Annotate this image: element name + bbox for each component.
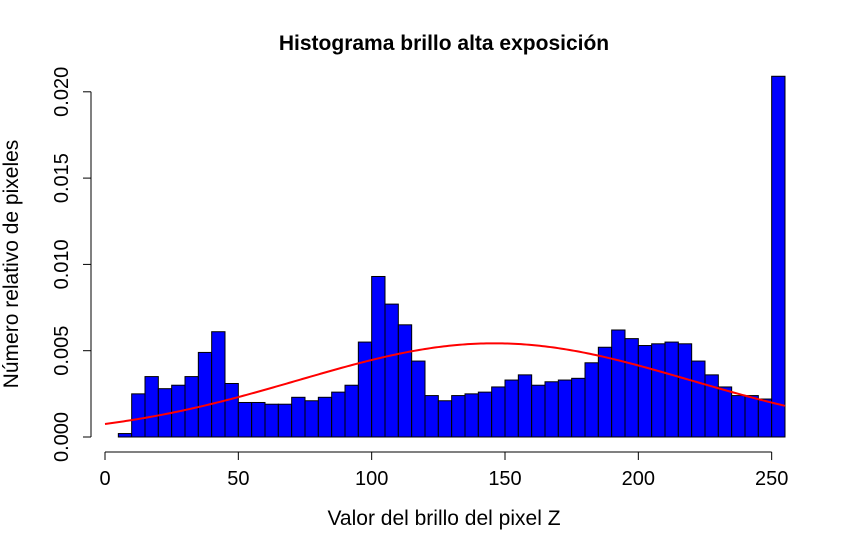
histogram-bar xyxy=(517,374,533,438)
x-tick-label: 250 xyxy=(755,468,788,490)
histogram-bar xyxy=(611,329,626,438)
histogram-bar xyxy=(691,360,706,438)
histogram-bar xyxy=(664,341,679,438)
histogram-bar xyxy=(384,303,399,438)
x-axis: 0 50 100 150 200 250 xyxy=(99,451,788,490)
histogram-bar xyxy=(237,401,253,438)
histogram-bar xyxy=(424,395,439,438)
histogram-bar xyxy=(544,381,559,438)
histogram-bar xyxy=(197,351,213,438)
histogram-bar xyxy=(357,341,373,438)
histogram-bar xyxy=(291,396,306,438)
x-tick-label: 50 xyxy=(227,468,249,490)
x-tick-label: 200 xyxy=(622,468,655,490)
histogram-bar xyxy=(224,382,239,438)
histogram-bar xyxy=(211,331,226,438)
histogram-bar xyxy=(437,400,453,438)
x-tick-label: 150 xyxy=(488,468,521,490)
histogram-bar xyxy=(677,343,693,438)
histogram-bar xyxy=(264,403,279,438)
y-tick-label: 0.015 xyxy=(51,153,73,203)
x-tick-label: 0 xyxy=(99,468,110,490)
histogram-bar xyxy=(251,401,266,438)
y-tick-label: 0.020 xyxy=(51,67,73,117)
histogram-bar xyxy=(331,391,346,438)
density-curve xyxy=(104,342,786,425)
histogram-bar xyxy=(491,386,506,438)
histogram-bar xyxy=(397,324,413,438)
chart-title: Histograma brillo alta exposición xyxy=(279,32,609,55)
histogram-bar xyxy=(117,433,133,438)
histogram-bar xyxy=(717,386,733,438)
histogram-bar xyxy=(411,360,426,438)
histogram-bar xyxy=(651,343,666,438)
histogram-bar xyxy=(597,346,613,438)
x-tick-label: 100 xyxy=(355,468,388,490)
histogram-bar xyxy=(557,379,573,438)
x-axis-label: Valor del brillo del pixel Z xyxy=(327,507,560,530)
histogram-bar xyxy=(504,379,519,438)
histogram-bar xyxy=(771,75,786,438)
histogram-bar xyxy=(317,396,333,438)
histogram-bar xyxy=(637,345,653,438)
histogram-bar xyxy=(744,395,759,438)
y-tick-label: 0.010 xyxy=(51,239,73,289)
histogram-bar xyxy=(464,393,479,438)
histogram-bar xyxy=(131,393,146,438)
y-axis-label: Número relativo de pixeles xyxy=(0,140,23,389)
histogram-bar xyxy=(571,377,586,438)
histogram-bars xyxy=(117,75,786,438)
y-axis: 0.000 0.005 0.010 0.015 0.020 xyxy=(51,67,92,462)
histogram-bar xyxy=(624,338,639,438)
histogram-bar xyxy=(477,391,493,438)
histogram-bar xyxy=(531,384,546,438)
histogram-bar xyxy=(277,403,293,438)
y-tick-label: 0.000 xyxy=(51,412,73,462)
histogram-bar xyxy=(144,376,159,438)
histogram-bar xyxy=(731,395,746,438)
y-tick-label: 0.005 xyxy=(51,326,73,376)
histogram-bar xyxy=(344,384,359,438)
histogram-bar xyxy=(757,398,773,438)
density-curve-layer xyxy=(104,342,786,425)
histogram-bar xyxy=(584,362,599,438)
histogram-bar xyxy=(451,395,466,438)
histogram-bar xyxy=(304,400,319,438)
